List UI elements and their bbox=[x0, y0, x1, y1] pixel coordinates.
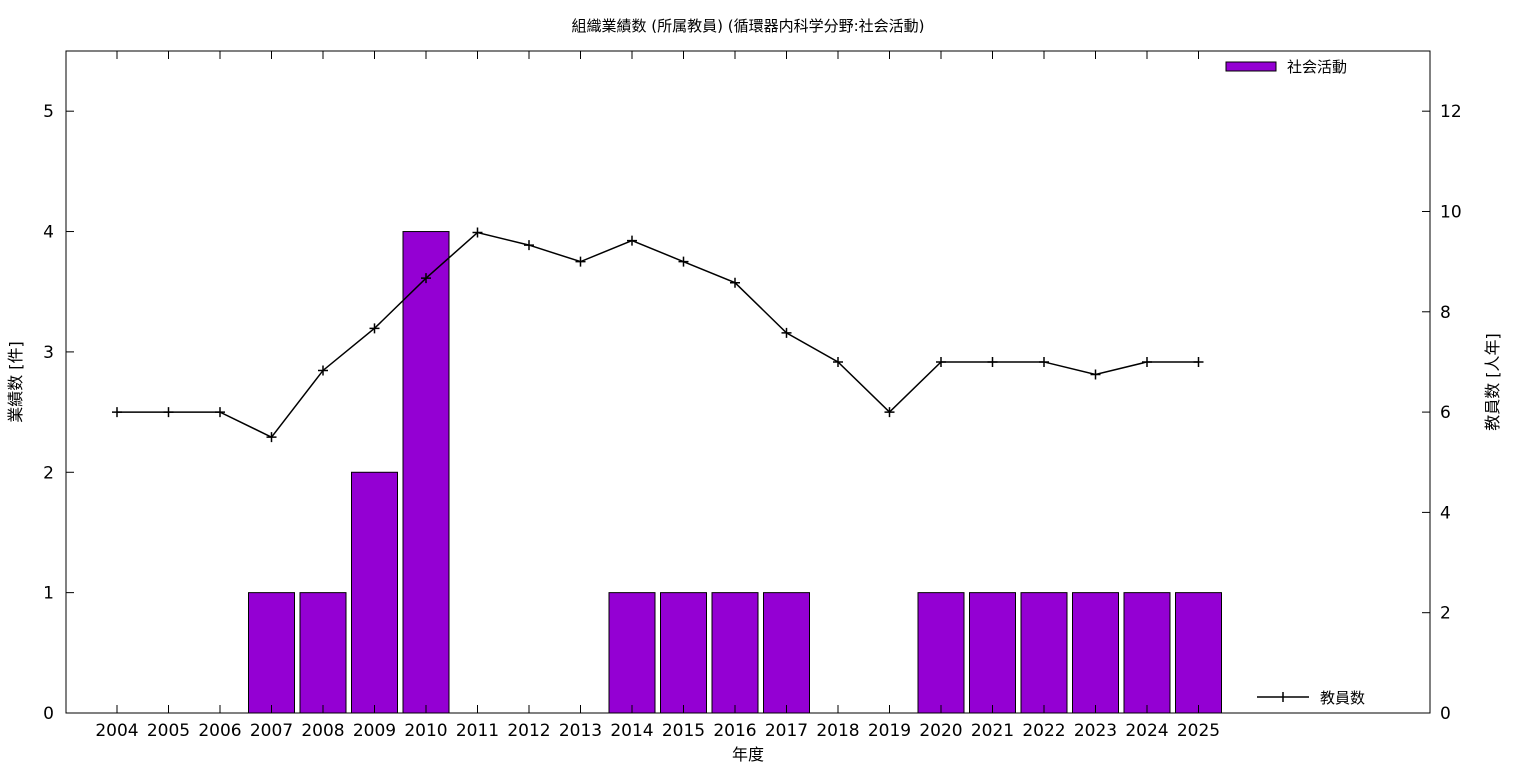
y2-tick-label: 0 bbox=[1440, 704, 1451, 724]
bar-2021 bbox=[969, 592, 1016, 714]
x-tick-label: 2019 bbox=[868, 721, 911, 741]
x-tick-label: 2011 bbox=[456, 721, 499, 741]
y2-tick-label: 4 bbox=[1440, 503, 1451, 523]
line-point-2013 bbox=[575, 256, 586, 267]
x-axis-title: 年度 bbox=[732, 745, 764, 764]
line-point-2007 bbox=[266, 432, 277, 443]
line-point-2022 bbox=[1039, 356, 1049, 367]
line-point-2025 bbox=[1193, 356, 1204, 367]
bar-2020 bbox=[917, 592, 965, 714]
bar-2008 bbox=[299, 592, 347, 714]
y-tick-label: 5 bbox=[43, 102, 54, 122]
x-tick-label: 2012 bbox=[507, 721, 550, 741]
y-tick-label: 2 bbox=[43, 463, 54, 483]
y-tick-label: 3 bbox=[43, 343, 54, 363]
line-point-2012 bbox=[524, 240, 534, 251]
line-group bbox=[112, 227, 1204, 443]
bar-2014 bbox=[608, 592, 656, 714]
y-axis-right: 0 2 4 6 8 10 12 bbox=[1422, 102, 1462, 724]
line-point-2024 bbox=[1142, 356, 1152, 367]
legend-bar-label: 社会活動 bbox=[1287, 58, 1347, 76]
x-tick-label: 2021 bbox=[971, 721, 1014, 741]
legend: 社会活動 教員数 bbox=[1225, 58, 1365, 707]
x-tick-label: 2015 bbox=[662, 721, 705, 741]
y-tick-label: 0 bbox=[43, 704, 54, 724]
line-point-2020 bbox=[936, 356, 946, 367]
line-point-2019 bbox=[884, 407, 895, 418]
legend-bar-swatch bbox=[1225, 61, 1277, 72]
line-point-2021 bbox=[987, 356, 998, 367]
legend-line-label: 教員数 bbox=[1320, 689, 1365, 707]
x-tick-label: 2022 bbox=[1022, 721, 1065, 741]
line-point-2006 bbox=[215, 407, 225, 418]
x-tick-label: 2023 bbox=[1074, 721, 1117, 741]
line-point-2010 bbox=[421, 273, 431, 284]
y2-axis-title: 教員数 [人年] bbox=[1483, 333, 1502, 431]
x-tick-label: 2020 bbox=[919, 721, 962, 741]
plot-frame bbox=[65, 50, 1431, 714]
y2-tick-label: 6 bbox=[1440, 403, 1451, 423]
bar-2016 bbox=[711, 592, 759, 714]
x-tick-label: 2016 bbox=[713, 721, 756, 741]
line-point-2005 bbox=[163, 407, 174, 418]
x-tick-label: 2004 bbox=[95, 721, 138, 741]
line-point-2018 bbox=[833, 356, 843, 367]
x-tick-label: 2014 bbox=[610, 721, 653, 741]
line-point-2016 bbox=[730, 277, 740, 288]
bar-2007 bbox=[248, 592, 295, 714]
x-tick-label: 2008 bbox=[301, 721, 344, 741]
bar-2015 bbox=[660, 592, 707, 714]
bar-group bbox=[248, 231, 1222, 714]
chart-title: 組織業績数 (所属教員) (循環器内科学分野:社会活動) bbox=[571, 17, 924, 35]
bar-2010 bbox=[402, 231, 450, 714]
y2-tick-label: 12 bbox=[1440, 102, 1462, 122]
x-tick-label: 2017 bbox=[765, 721, 808, 741]
line-point-2017 bbox=[781, 327, 792, 338]
bar-2022 bbox=[1020, 592, 1068, 714]
x-tick-label: 2024 bbox=[1125, 721, 1168, 741]
line-point-2011 bbox=[472, 227, 483, 238]
y2-tick-label: 10 bbox=[1440, 202, 1462, 222]
y-tick-label: 1 bbox=[43, 584, 54, 604]
x-tick-label: 2018 bbox=[816, 721, 859, 741]
x-tick-label: 2009 bbox=[353, 721, 396, 741]
x-tick-label: 2005 bbox=[147, 721, 190, 741]
y2-tick-label: 8 bbox=[1440, 303, 1451, 323]
bar-2017 bbox=[763, 592, 810, 714]
x-tick-label: 2013 bbox=[559, 721, 602, 741]
x-tick-label: 2006 bbox=[198, 721, 241, 741]
x-tick-label: 2025 bbox=[1177, 721, 1220, 741]
line-point-2008 bbox=[318, 365, 328, 376]
y2-tick-label: 2 bbox=[1440, 604, 1451, 624]
bar-2009 bbox=[351, 471, 398, 714]
y-axis-left: 0 1 2 3 4 5 bbox=[43, 102, 74, 724]
x-tick-label: 2010 bbox=[404, 721, 447, 741]
bar-2023 bbox=[1072, 592, 1119, 714]
line-point-2009 bbox=[369, 323, 380, 334]
line-point-2015 bbox=[678, 256, 689, 267]
bar-2025 bbox=[1175, 592, 1222, 714]
x-axis: 2004 2005 2006 2007 2008 2009 2010 2011 2012 2013… bbox=[95, 51, 1220, 741]
line-point-2004 bbox=[112, 407, 122, 418]
line-point-2014 bbox=[627, 235, 637, 246]
line-series bbox=[117, 231, 1199, 439]
y-axis-title: 業績数 [件] bbox=[6, 341, 25, 423]
x-tick-label: 2007 bbox=[250, 721, 293, 741]
y-tick-label: 4 bbox=[43, 223, 54, 243]
line-point-2023 bbox=[1090, 369, 1101, 380]
bar-2024 bbox=[1123, 592, 1171, 714]
